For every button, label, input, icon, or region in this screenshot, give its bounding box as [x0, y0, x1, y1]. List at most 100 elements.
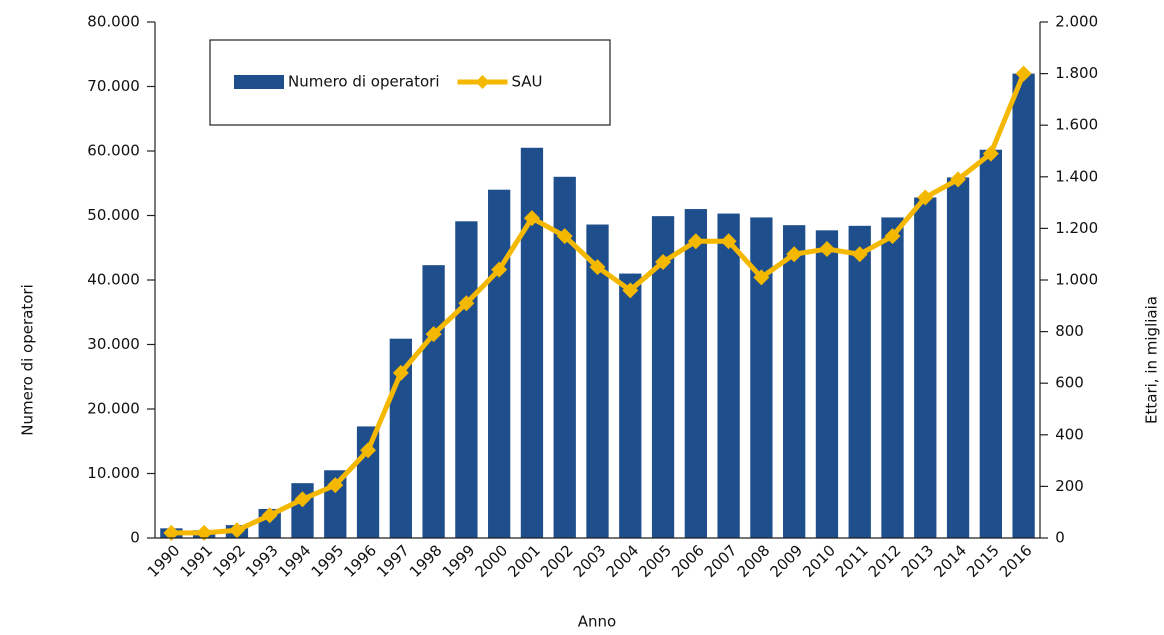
legend-swatch — [475, 75, 490, 89]
x-tick-label: 1993 — [242, 541, 282, 581]
marker — [425, 326, 442, 343]
marker — [786, 246, 803, 263]
bar — [455, 221, 478, 538]
x-tick-label: 2015 — [963, 541, 1003, 581]
x-tick-label: 1996 — [340, 541, 380, 581]
x-tick-label: 1990 — [144, 541, 184, 581]
marker — [458, 295, 475, 312]
marker — [523, 210, 540, 227]
bar — [586, 224, 609, 538]
bar — [488, 189, 511, 538]
bar — [946, 177, 970, 538]
bar — [815, 230, 839, 538]
x-tick-label: 2012 — [865, 541, 905, 581]
bar — [422, 265, 445, 538]
y2-tick-label: 1.800 — [1055, 64, 1098, 82]
marker — [851, 246, 868, 263]
marker — [327, 477, 344, 494]
y2-tick-label: 800 — [1055, 322, 1084, 340]
y-tick-label: 70.000 — [87, 77, 140, 95]
marker — [196, 524, 213, 541]
marker — [163, 524, 180, 541]
x-tick-label: 2004 — [603, 541, 643, 581]
marker — [556, 228, 573, 245]
marker — [360, 442, 377, 459]
marker — [753, 269, 770, 286]
x-tick-label: 2001 — [504, 541, 544, 581]
marker — [294, 491, 311, 508]
x-tick-label: 2002 — [537, 541, 577, 581]
bar — [848, 225, 871, 538]
marker — [622, 282, 639, 299]
marker — [950, 171, 967, 188]
marker — [720, 233, 737, 250]
x-tick-label: 2000 — [471, 541, 511, 581]
x-tick-label: 1992 — [209, 541, 249, 581]
x-tick-label: 2016 — [996, 541, 1036, 581]
y2-tick-label: 400 — [1055, 425, 1084, 443]
x-tick-label: 1995 — [308, 541, 348, 581]
x-tick-label: 2009 — [766, 541, 806, 581]
y-tick-label: 60.000 — [87, 142, 140, 160]
marker — [818, 241, 835, 258]
x-tick-label: 1997 — [373, 541, 413, 581]
bar — [881, 217, 904, 538]
marker — [491, 261, 508, 278]
bar — [914, 197, 937, 538]
x-tick-label: 1998 — [406, 541, 446, 581]
x-tick-label: 2013 — [898, 541, 938, 581]
y2-tick-label: 1.400 — [1055, 167, 1098, 185]
x-tick-label: 2010 — [799, 541, 839, 581]
marker — [982, 145, 999, 162]
y2-tick-label: 1.600 — [1055, 116, 1098, 134]
x-tick-label: 1991 — [176, 541, 216, 581]
y-tick-label: 20.000 — [87, 400, 140, 418]
x-tick-label: 1999 — [439, 541, 479, 581]
y-tick-label: 0 — [130, 529, 140, 547]
marker — [884, 228, 901, 245]
bar — [651, 216, 675, 538]
bar — [619, 273, 642, 538]
x-tick-label: 1994 — [275, 541, 315, 581]
y2-tick-label: 0 — [1055, 529, 1065, 547]
bar — [1012, 73, 1035, 538]
x-tick-label: 2008 — [734, 541, 774, 581]
y2-tick-label: 600 — [1055, 374, 1084, 392]
y2-axis-label: Ettari, in migliaia — [1143, 296, 1161, 424]
x-tick-label: 2003 — [570, 541, 610, 581]
bar — [750, 217, 773, 538]
y-tick-label: 80.000 — [87, 13, 140, 31]
x-tick-label: 2007 — [701, 541, 741, 581]
marker — [589, 259, 606, 276]
y-tick-label: 40.000 — [87, 271, 140, 289]
y-axis-label: Numero di operatori — [19, 284, 37, 436]
bar — [520, 147, 544, 538]
y-tick-label: 10.000 — [87, 464, 140, 482]
x-tick-label: 2005 — [635, 541, 675, 581]
marker — [228, 522, 245, 539]
legend-label: SAU — [512, 73, 543, 91]
x-axis-label: Anno — [578, 613, 616, 631]
marker — [655, 253, 672, 270]
y-tick-label: 50.000 — [87, 206, 140, 224]
bar — [783, 225, 806, 539]
marker — [917, 189, 934, 206]
marker — [261, 507, 278, 524]
bar — [553, 176, 576, 539]
x-tick-label: 2006 — [668, 541, 708, 581]
marker — [392, 364, 409, 381]
y2-tick-label: 2.000 — [1055, 13, 1098, 31]
bar — [979, 149, 1002, 538]
bar — [684, 209, 707, 539]
x-tick-label: 2014 — [930, 541, 970, 581]
y2-tick-label: 1.000 — [1055, 271, 1098, 289]
y2-tick-label: 200 — [1055, 477, 1084, 495]
legend-label: Numero di operatori — [288, 73, 440, 91]
bar — [717, 213, 740, 538]
marker — [1015, 65, 1032, 82]
y2-tick-label: 1.200 — [1055, 219, 1098, 237]
marker — [687, 233, 704, 250]
y-tick-label: 30.000 — [87, 335, 140, 353]
legend-swatch — [234, 75, 284, 89]
